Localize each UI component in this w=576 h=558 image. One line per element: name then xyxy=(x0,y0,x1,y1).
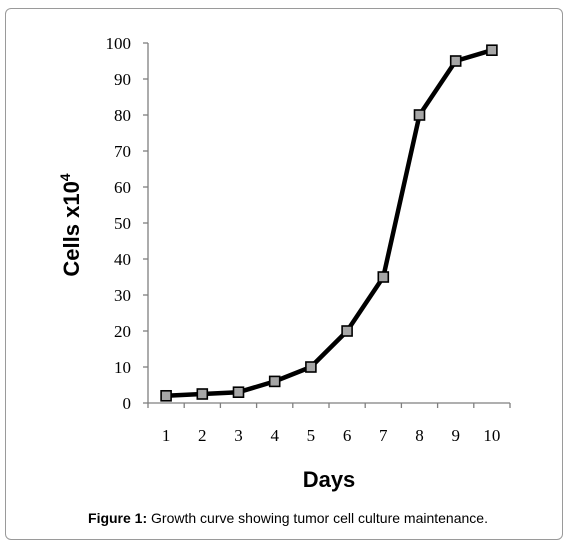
caption-label: Figure 1: xyxy=(88,510,148,526)
data-point-day-5 xyxy=(305,361,317,373)
x-axis-title: Days xyxy=(303,467,356,492)
y-axis-title-superscript: 4 xyxy=(57,173,73,181)
y-tick-label: 100 xyxy=(106,34,132,53)
x-tick-label: 10 xyxy=(483,426,500,445)
y-tick-label: 90 xyxy=(114,70,131,89)
x-tick-label: 3 xyxy=(234,426,243,445)
y-tick-label: 30 xyxy=(114,286,131,305)
y-tick-label: 20 xyxy=(114,322,131,341)
data-point-day-7 xyxy=(377,271,390,283)
y-tick-label: 10 xyxy=(114,358,131,377)
series-layer xyxy=(165,48,493,399)
y-tick-label: 50 xyxy=(114,214,131,233)
series-line-cells xyxy=(165,48,493,399)
x-tick-label: 6 xyxy=(343,426,352,445)
y-tick-label: 60 xyxy=(114,178,131,197)
x-tick-label: 9 xyxy=(451,426,460,445)
x-tick-label: 1 xyxy=(162,426,171,445)
ticks-layer: 0 10 20 30 40 50 60 70 80 90 100 1 2 3 4 5 6 7 8 9 10 xyxy=(106,34,511,445)
y-tick-label: 70 xyxy=(114,142,131,161)
y-tick-label: 40 xyxy=(114,250,131,269)
data-point-day-8 xyxy=(413,109,426,121)
x-tick-label: 5 xyxy=(307,426,316,445)
figure-caption: Figure 1: Growth curve showing tumor cel… xyxy=(0,510,576,526)
x-tick-label: 2 xyxy=(198,426,207,445)
x-tick-label: 8 xyxy=(415,426,424,445)
x-tick-label: 4 xyxy=(270,426,279,445)
data-point-day-4 xyxy=(268,375,281,388)
markers-layer xyxy=(160,44,498,402)
figure-frame xyxy=(5,8,563,540)
data-point-day-2 xyxy=(196,388,209,400)
data-point-day-1 xyxy=(160,389,172,402)
caption-text: Growth curve showing tumor cell culture … xyxy=(147,510,488,526)
x-tick-label: 7 xyxy=(379,426,388,445)
data-point-day-6 xyxy=(341,325,353,337)
y-axis-title-main: Cells x10 xyxy=(59,181,84,276)
data-point-day-10 xyxy=(486,44,498,57)
y-tick-label: 80 xyxy=(114,106,131,125)
y-axis-title: Cells x104 xyxy=(57,173,84,276)
data-point-day-3 xyxy=(232,386,245,399)
data-point-day-9 xyxy=(449,55,462,67)
y-tick-label: 0 xyxy=(123,394,132,413)
